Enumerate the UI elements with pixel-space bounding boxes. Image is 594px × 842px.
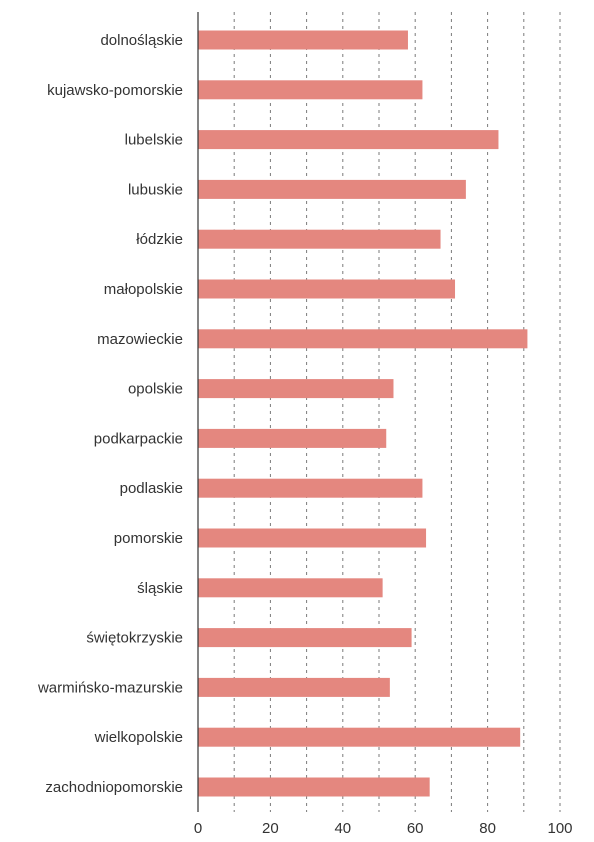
bar-4 — [198, 229, 441, 249]
category-label-13: warmińsko-mazurskie — [37, 679, 183, 696]
category-label-3: lubuskie — [128, 181, 183, 198]
bar-14 — [198, 727, 521, 747]
x-tick-label-0: 0 — [194, 820, 202, 837]
bar-0 — [198, 30, 408, 50]
category-label-7: opolskie — [128, 381, 183, 398]
x-tick-label-1: 20 — [262, 820, 279, 837]
bar-6 — [198, 329, 528, 349]
bar-12 — [198, 628, 412, 648]
bar-5 — [198, 279, 456, 299]
bar-7 — [198, 379, 394, 399]
bar-9 — [198, 478, 423, 498]
category-label-8: podkarpackie — [94, 430, 183, 447]
bars — [198, 30, 528, 797]
category-label-9: podlaskie — [120, 480, 183, 497]
bar-2 — [198, 130, 499, 150]
category-label-1: kujawsko-pomorskie — [47, 82, 183, 99]
category-label-4: łódzkie — [136, 231, 183, 248]
category-label-14: wielkopolskie — [94, 729, 183, 746]
category-label-12: świętokrzyskie — [86, 630, 183, 647]
x-tick-label-5: 100 — [547, 820, 572, 837]
x-tick-label-2: 40 — [334, 820, 351, 837]
category-label-0: dolnośląskie — [100, 32, 183, 49]
category-label-10: pomorskie — [114, 530, 183, 547]
bar-3 — [198, 179, 466, 199]
bar-1 — [198, 80, 423, 100]
bar-11 — [198, 578, 383, 598]
bar-15 — [198, 777, 430, 797]
x-tick-labels: 0 20 40 60 80 100 — [194, 820, 573, 837]
category-label-15: zachodniopomorskie — [45, 779, 183, 796]
category-label-6: mazowieckie — [97, 331, 183, 348]
x-tick-label-3: 60 — [407, 820, 424, 837]
bar-10 — [198, 528, 427, 548]
category-label-2: lubelskie — [125, 132, 183, 149]
x-tick-label-4: 80 — [479, 820, 496, 837]
bar-13 — [198, 677, 390, 697]
category-label-11: śląskie — [137, 580, 183, 597]
category-label-5: małopolskie — [104, 281, 183, 298]
category-labels: dolnośląskie kujawsko-pomorskie lubelskie l… — [37, 32, 183, 796]
bar-8 — [198, 428, 387, 448]
